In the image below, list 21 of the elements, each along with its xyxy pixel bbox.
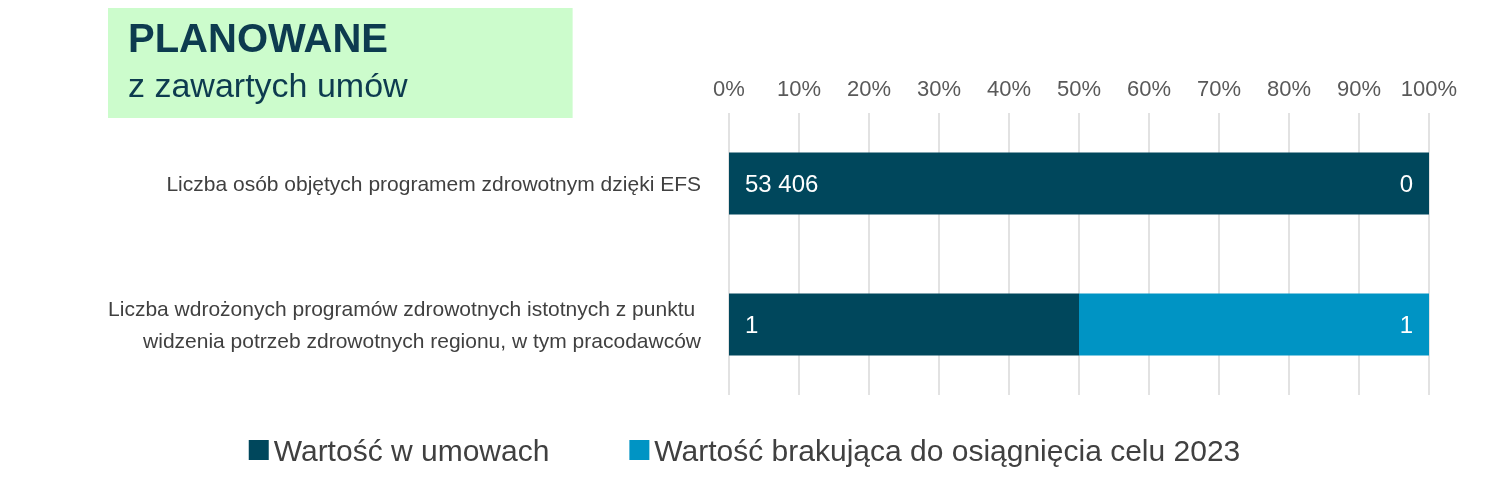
annotation: 1 (745, 311, 759, 338)
text: z zawartych umów (128, 66, 409, 104)
x-tick-label: 70% (1196, 75, 1242, 101)
text: PLANOWANE (128, 16, 388, 60)
legend-label: Wartość w umowach (273, 433, 550, 467)
x-tick-label: 30% (916, 75, 962, 101)
annotation: 0 (1399, 170, 1413, 197)
x-tick-label: 40% (986, 75, 1032, 101)
x-tick-label: 20% (846, 75, 892, 101)
x-tick-label: 100% (1400, 75, 1458, 101)
x-tick-label: 80% (1266, 75, 1312, 101)
annotation: 53 406 (745, 170, 819, 197)
legend-label: Wartość brakująca do osiągnięcia celu 2023 (654, 433, 1241, 467)
y-tick-label: Liczba osób objętych programem zdrowotnym dzięki EFS (166, 172, 701, 195)
x-tick-label: 10% (776, 75, 822, 101)
x-tick-label: 60% (1126, 75, 1172, 101)
x-tick-label: 90% (1336, 75, 1382, 101)
x-tick-label: 0% (713, 75, 745, 101)
annotation: 1 (1399, 311, 1413, 338)
y-tick-label: Liczba wdrożonych programów zdrowotnych istotnych z punktu widzenia potrzeb zdrowotnych regionu, w tym pracodawców (108, 297, 702, 352)
x-tick-label: 50% (1056, 75, 1102, 101)
